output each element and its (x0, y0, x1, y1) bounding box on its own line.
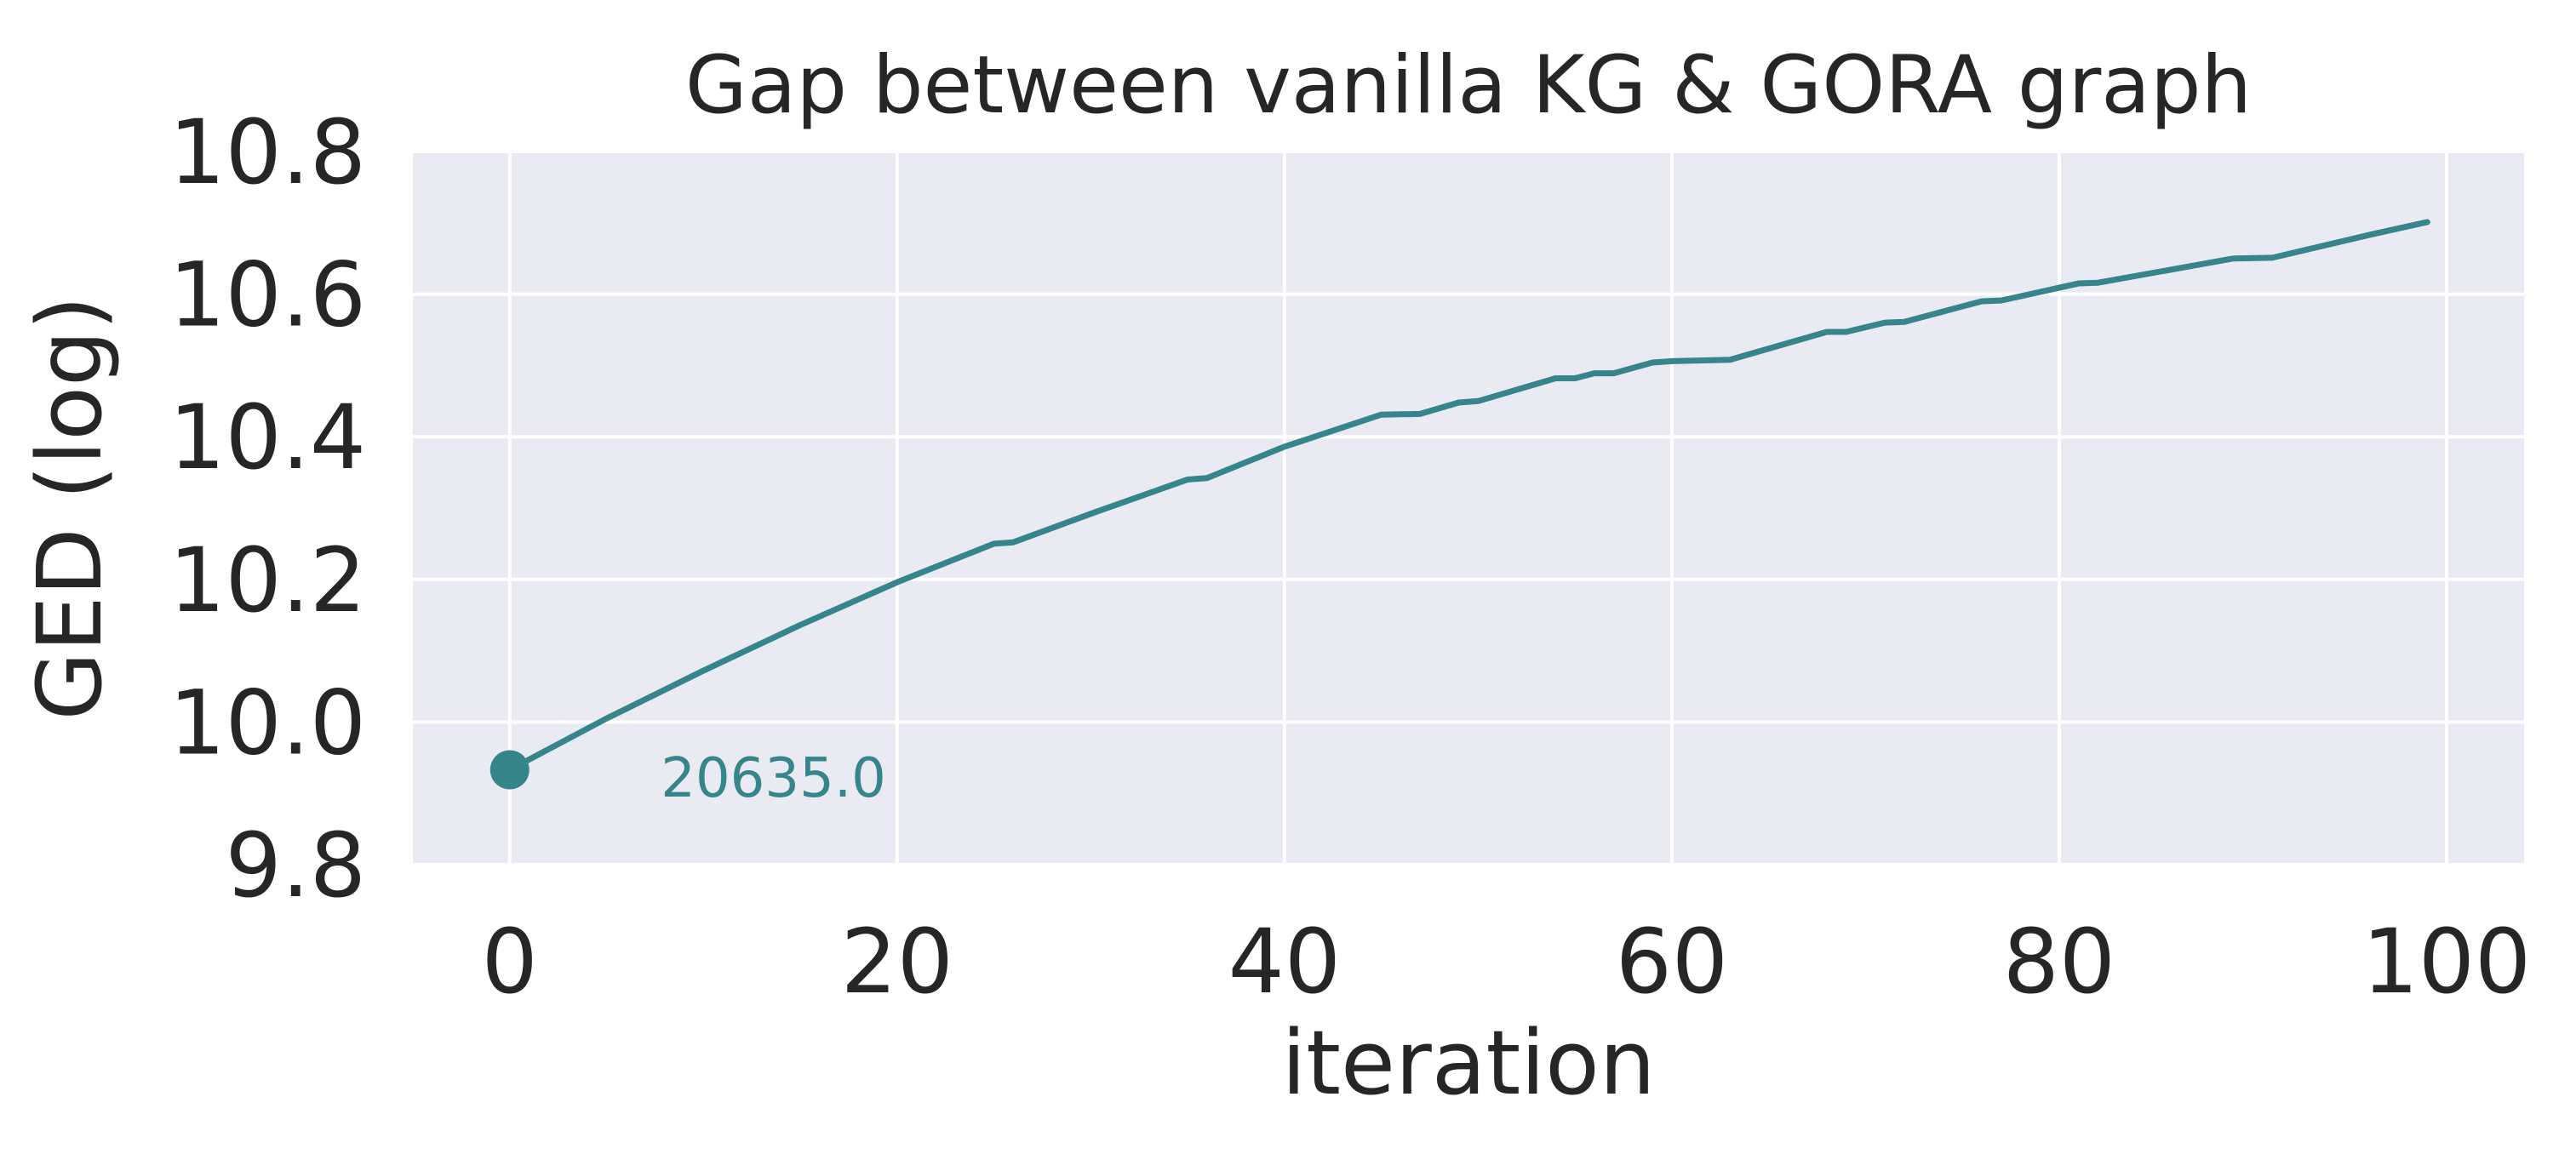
annotations: 20635.0 (661, 747, 886, 810)
x-tick-label: 0 (482, 910, 538, 1014)
y-axis-label: GED (log) (18, 295, 122, 720)
y-tick-label: 10.8 (169, 100, 366, 204)
y-tick-label: 10.6 (169, 243, 366, 347)
y-tick-label: 10.4 (169, 386, 366, 489)
x-axis-label: iteration (1281, 1011, 1655, 1115)
y-tick-label: 10.2 (169, 528, 366, 632)
x-tick-label: 100 (2362, 910, 2532, 1014)
x-tick-label: 40 (1228, 910, 1341, 1014)
x-axis-ticks: 0 20 40 60 80 100 (482, 910, 2532, 1014)
y-tick-label: 10.0 (169, 671, 366, 774)
grid-lines (413, 150, 2524, 866)
start-point-marker (489, 750, 530, 790)
x-tick-label: 60 (1616, 910, 1728, 1014)
annotation-label: 20635.0 (661, 747, 886, 810)
chart-title: Gap between vanilla KG & GORA graph (685, 39, 2252, 132)
x-tick-label: 80 (2003, 910, 2115, 1014)
x-tick-label: 20 (841, 910, 953, 1014)
y-tick-label: 9.8 (226, 814, 366, 917)
series-line (507, 219, 2430, 774)
y-axis-ticks: 9.8 10.0 10.2 10.4 10.6 10.8 (169, 100, 366, 917)
